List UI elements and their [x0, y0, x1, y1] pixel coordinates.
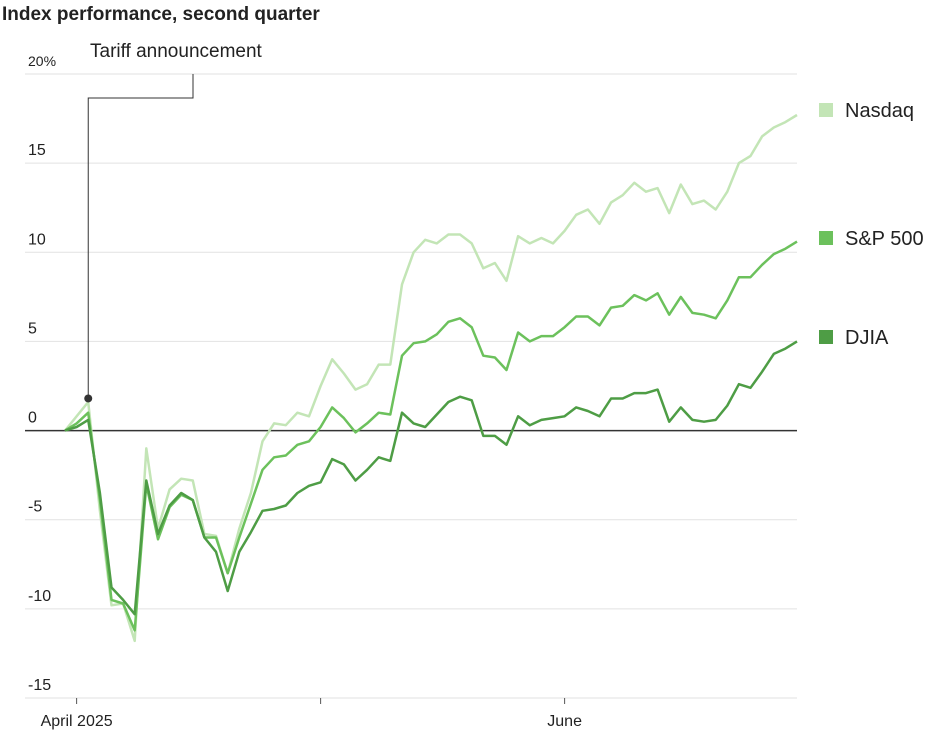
y-tick-label: -10	[28, 588, 51, 605]
x-tick-label: June	[547, 713, 582, 730]
y-tick-label: -15	[28, 677, 51, 694]
x-tick-label: April 2025	[41, 713, 113, 730]
y-tick-label: 20%	[28, 53, 56, 69]
annotation-dot	[84, 394, 93, 403]
legend-label: DJIA	[845, 327, 889, 349]
annotation-leader	[87, 74, 194, 399]
y-tick-label: 0	[28, 410, 37, 427]
series-line	[64, 113, 798, 643]
chart-title: Index performance, second quarter	[2, 4, 320, 25]
y-tick-label: -5	[28, 499, 42, 516]
y-tick-label: 5	[28, 320, 37, 337]
legend-label: S&P 500	[845, 228, 924, 250]
legend-label: Nasdaq	[845, 100, 914, 122]
annotation-text: Tariff announcement	[90, 41, 263, 62]
series-line	[64, 240, 798, 632]
legend-swatch	[819, 231, 833, 245]
y-tick-label: 15	[28, 142, 46, 159]
legend-swatch	[819, 330, 833, 344]
series-line	[64, 340, 798, 616]
y-tick-label: 10	[28, 231, 46, 248]
legend-swatch	[819, 103, 833, 117]
